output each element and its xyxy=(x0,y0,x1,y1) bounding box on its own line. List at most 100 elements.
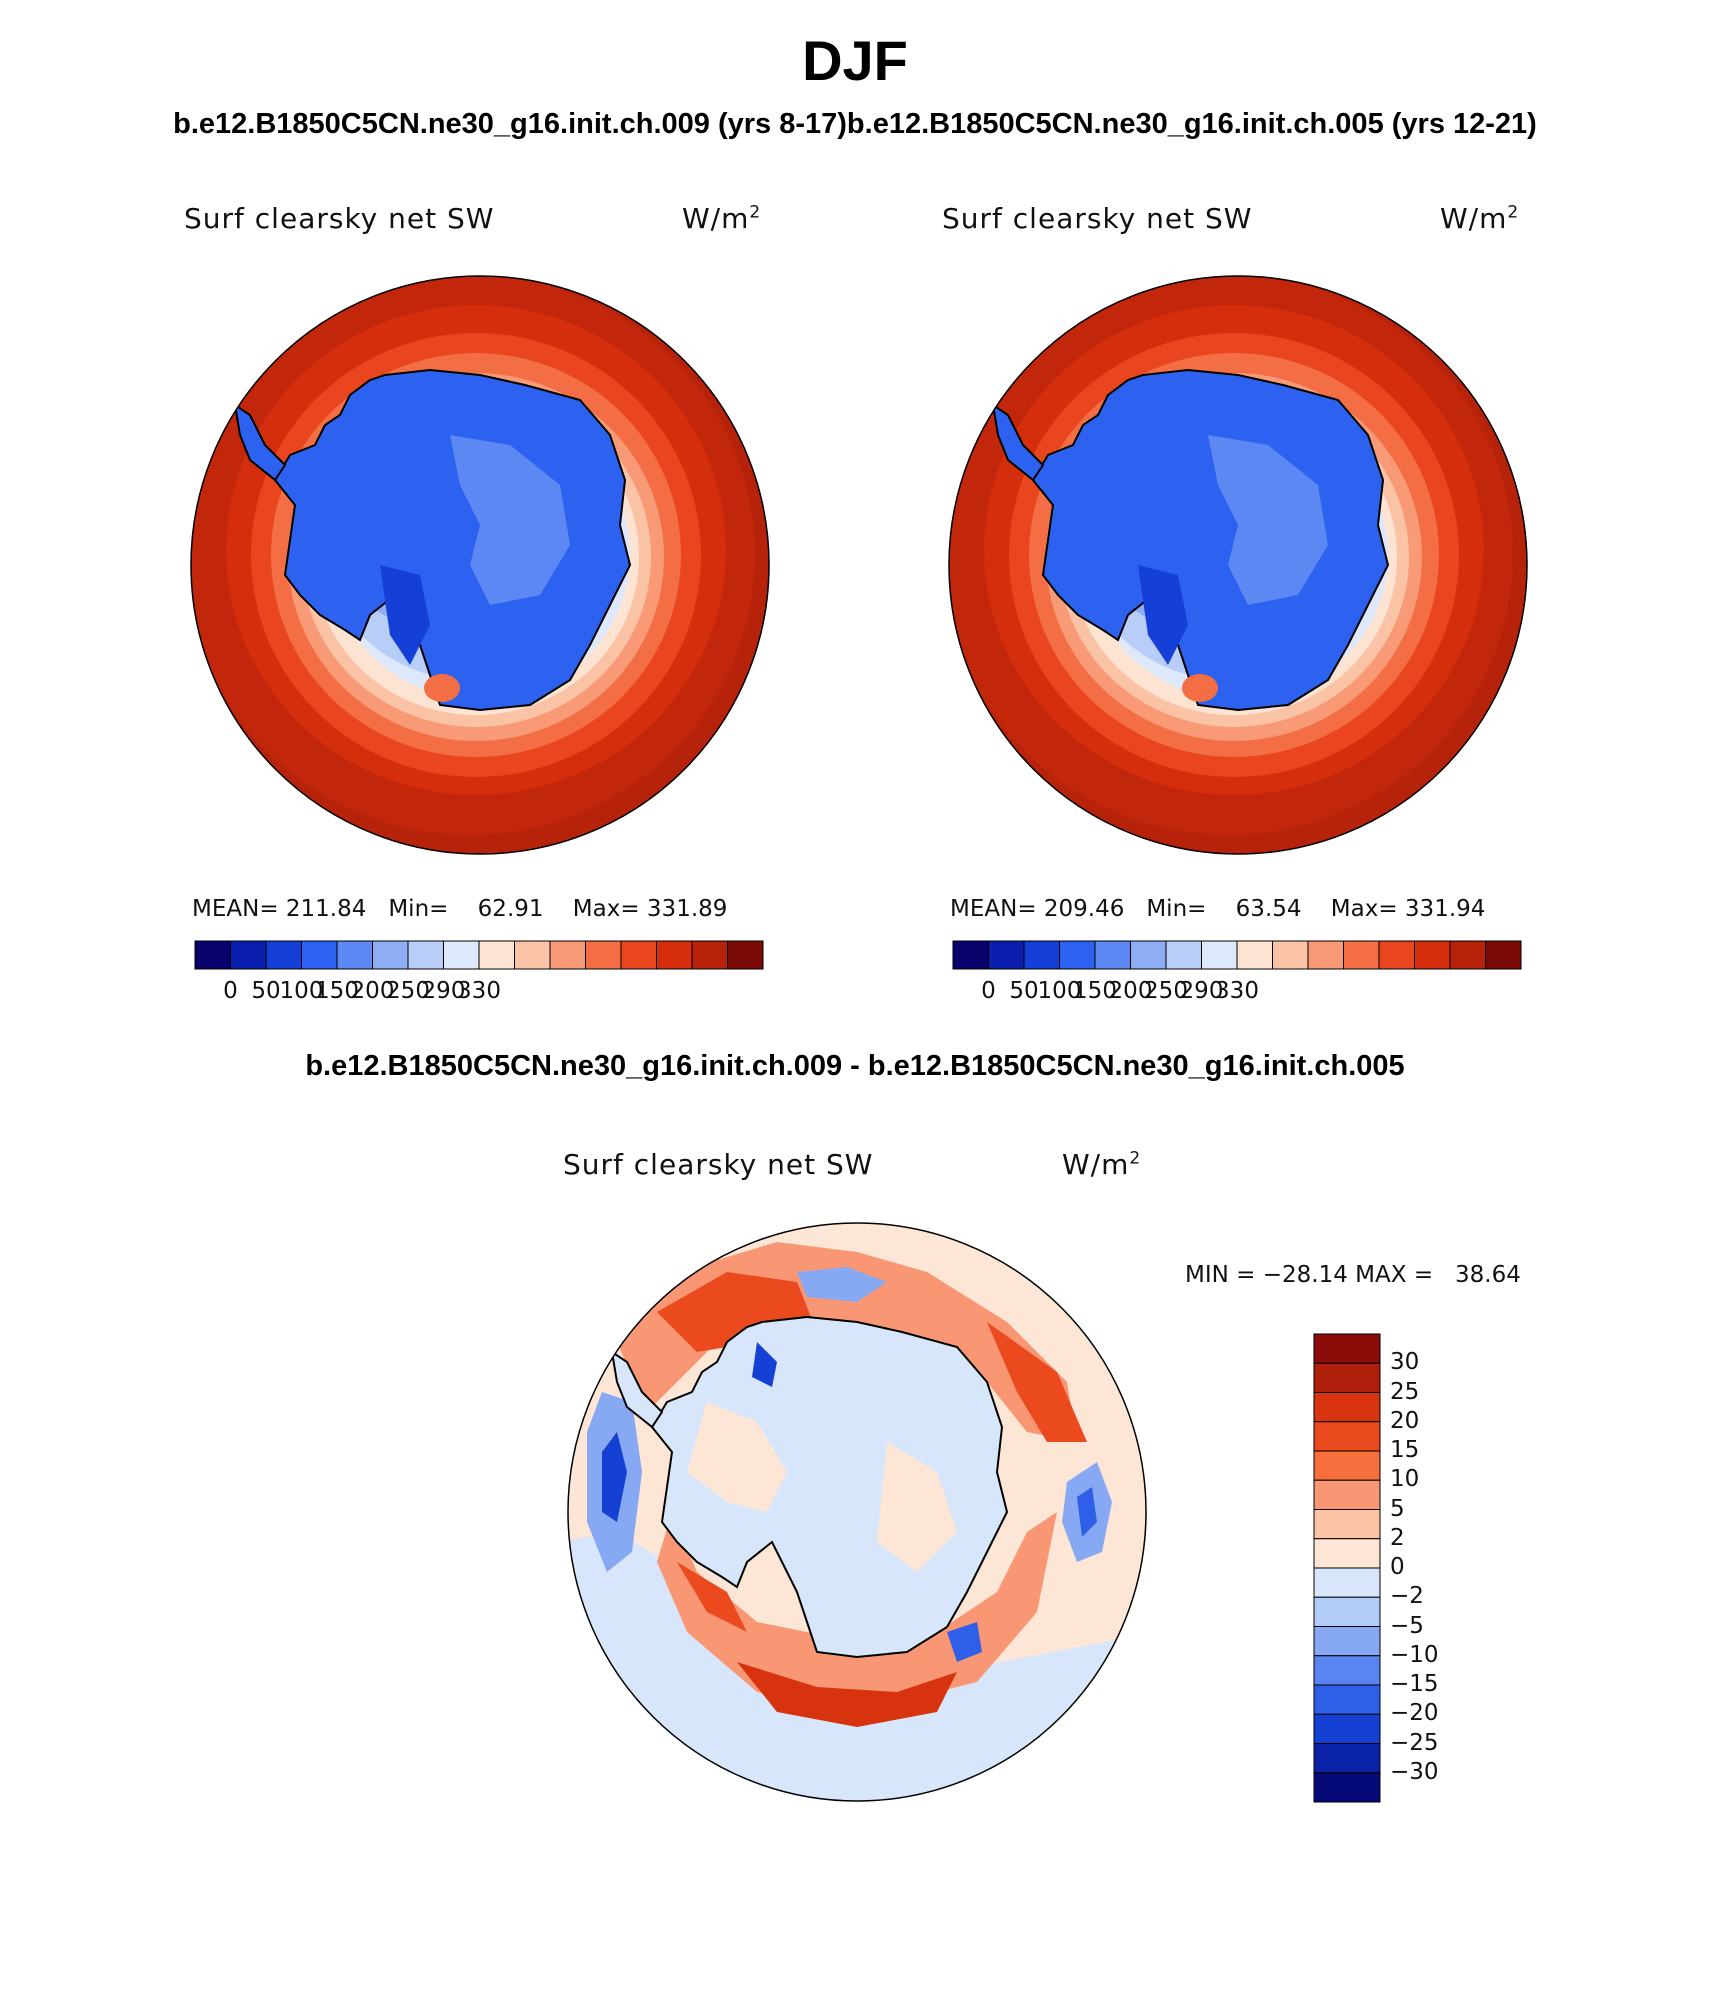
diff-colorbar-tick-label: −5 xyxy=(1390,1612,1424,1639)
colorbar-2-swatch xyxy=(1343,940,1380,970)
diff-colorbar-tick-label: −30 xyxy=(1390,1758,1439,1785)
diff-colorbar-swatch xyxy=(1313,1450,1381,1481)
colorbar-2-swatch xyxy=(1059,940,1096,970)
panel-2-map xyxy=(948,275,1528,855)
colorbar-2-swatch xyxy=(1272,940,1309,970)
colorbar-2-swatch xyxy=(1485,940,1522,970)
colorbar-1-swatch xyxy=(549,940,586,970)
colorbar-1-tick-label: 0 xyxy=(223,978,238,1004)
diff-colorbar-tick-label: 15 xyxy=(1390,1437,1420,1463)
panel-2-mean: 209.46 xyxy=(1043,896,1125,922)
colorbar-1-tick-label: 250 xyxy=(386,978,430,1004)
diff-units-exp: 2 xyxy=(1129,1148,1142,1169)
colorbar-2-tick-label: 150 xyxy=(1073,978,1117,1004)
panel-1-mean-label: MEAN= xyxy=(192,896,279,922)
diff-colorbar-swatch xyxy=(1313,1713,1381,1744)
colorbar-2-swatch xyxy=(1094,940,1131,970)
diff-colorbar-swatch xyxy=(1313,1655,1381,1686)
diff-colorbar-swatch xyxy=(1313,1743,1381,1774)
panel-1-map xyxy=(190,275,770,855)
panel-1-min: 62.91 xyxy=(477,896,544,922)
diff-colorbar-tick-label: −20 xyxy=(1390,1700,1439,1727)
colorbar-1-tick-label: 290 xyxy=(421,978,466,1004)
diff-colorbar-tick-label: 20 xyxy=(1390,1407,1420,1434)
colorbar-2-tick-label: 200 xyxy=(1108,978,1153,1004)
panel-2-units-exp: 2 xyxy=(1507,202,1520,223)
colorbar-2-swatch xyxy=(1236,940,1273,970)
diff-colorbar-tick-label: 25 xyxy=(1390,1378,1420,1405)
diff-colorbar-tick-label: −25 xyxy=(1390,1729,1439,1756)
diff-colorbar-swatch xyxy=(1313,1421,1381,1452)
colorbar-2-swatch xyxy=(1165,940,1202,970)
panel-1-stats: MEAN= 211.84 Min= 62.91 Max= 331.89 xyxy=(192,896,727,922)
diff-colorbar-swatch xyxy=(1313,1392,1381,1423)
diff-colorbar-swatch xyxy=(1313,1684,1381,1715)
panel-1-min-label: Min= xyxy=(388,896,449,922)
diff-colorbar-swatch xyxy=(1313,1333,1381,1364)
colorbar-2-swatch xyxy=(1130,940,1167,970)
diff-max-label: MAX = xyxy=(1355,1262,1434,1288)
colorbar-2-swatch xyxy=(1201,940,1238,970)
colorbar-2-swatch xyxy=(1378,940,1415,970)
diff-colorbar-tick-label: −10 xyxy=(1390,1641,1439,1668)
colorbar-1-tick-label: 330 xyxy=(457,978,501,1004)
diff-colorbar-swatch xyxy=(1313,1538,1381,1569)
colorbar-1-swatch xyxy=(372,940,409,970)
colorbar-1-swatch xyxy=(514,940,551,970)
panel-1-variable: Surf clearsky net SW xyxy=(184,202,495,235)
panel-1-units: W/m2 xyxy=(682,202,761,235)
colorbar-1-swatch xyxy=(407,940,444,970)
colorbar-2-swatch xyxy=(1307,940,1344,970)
colorbar-1-swatch xyxy=(443,940,480,970)
colorbar-1-tick-label: 150 xyxy=(315,978,359,1004)
colorbar-1-swatch xyxy=(194,940,231,970)
colorbar-2-swatch xyxy=(952,940,989,970)
colorbar-2-swatch xyxy=(988,940,1025,970)
figure-title: DJF xyxy=(802,29,908,92)
panel-2-max-label: Max= xyxy=(1330,896,1398,922)
diff-colorbar-swatch xyxy=(1313,1626,1381,1657)
diff-stats: MIN = −28.14 MAX = 38.64 xyxy=(1185,1262,1521,1288)
colorbar-2-tick-label: 290 xyxy=(1179,978,1224,1004)
colorbar-1-swatch xyxy=(656,940,693,970)
colorbar-1-swatch xyxy=(727,940,764,970)
panel-2-variable: Surf clearsky net SW xyxy=(942,202,1253,235)
diff-colorbar-tick-label: −15 xyxy=(1390,1671,1439,1697)
diff-colorbar-tick-label: 0 xyxy=(1390,1554,1405,1580)
colorbar-1-tick-label: 100 xyxy=(279,978,324,1004)
diff-min: −28.14 xyxy=(1262,1262,1348,1288)
difference-title: b.e12.B1850C5CN.ne30_g16.init.ch.009 - b… xyxy=(305,1050,1405,1082)
panel-2-max: 331.94 xyxy=(1404,896,1486,922)
colorbar-2-swatch xyxy=(1414,940,1451,970)
panel-1-colorbar-ticks: 0 50 100 150 200 250 290 330 xyxy=(194,978,764,1008)
colorbar-2-tick-label: 100 xyxy=(1037,978,1082,1004)
diff-units-base: W/m xyxy=(1062,1148,1130,1181)
panel-1-units-base: W/m xyxy=(682,202,750,235)
colorbar-1-swatch xyxy=(265,940,302,970)
diff-max: 38.64 xyxy=(1455,1262,1521,1288)
diff-map xyxy=(567,1222,1147,1802)
colorbar-2-tick-label: 330 xyxy=(1215,978,1259,1004)
diff-colorbar-tick-label: 10 xyxy=(1390,1466,1420,1493)
colorbar-2-tick-label: 50 xyxy=(1009,978,1039,1004)
diff-units: W/m2 xyxy=(1062,1148,1141,1181)
panel-1-max: 331.89 xyxy=(646,896,728,922)
panel-1-max-label: Max= xyxy=(572,896,640,922)
panel-2-colorbar xyxy=(952,940,1522,970)
colorbar-1-swatch xyxy=(691,940,728,970)
diff-colorbar-swatch xyxy=(1313,1479,1381,1510)
diff-colorbar-swatch xyxy=(1313,1567,1381,1598)
colorbar-1-swatch xyxy=(585,940,622,970)
colorbar-2-swatch xyxy=(1449,940,1486,970)
case-title: b.e12.B1850C5CN.ne30_g16.init.ch.009 (yr… xyxy=(173,108,1537,140)
panel-2-units-base: W/m xyxy=(1440,202,1508,235)
diff-colorbar-ticks: 30 25 20 15 10 5 2 0 −2 −5 −10 −15 −20 −25 −30 xyxy=(1390,1333,1470,1803)
diff-colorbar-tick-label: 5 xyxy=(1390,1495,1405,1522)
panel-2-mean-label: MEAN= xyxy=(950,896,1037,922)
colorbar-2-swatch xyxy=(1023,940,1060,970)
colorbar-1-tick-label: 200 xyxy=(350,978,395,1004)
colorbar-2-tick-label: 0 xyxy=(981,978,996,1004)
panel-2-colorbar-ticks: 0 50 100 150 200 250 290 330 xyxy=(952,978,1522,1008)
colorbar-1-tick-label: 50 xyxy=(251,978,281,1004)
panel-2-min-label: Min= xyxy=(1146,896,1207,922)
